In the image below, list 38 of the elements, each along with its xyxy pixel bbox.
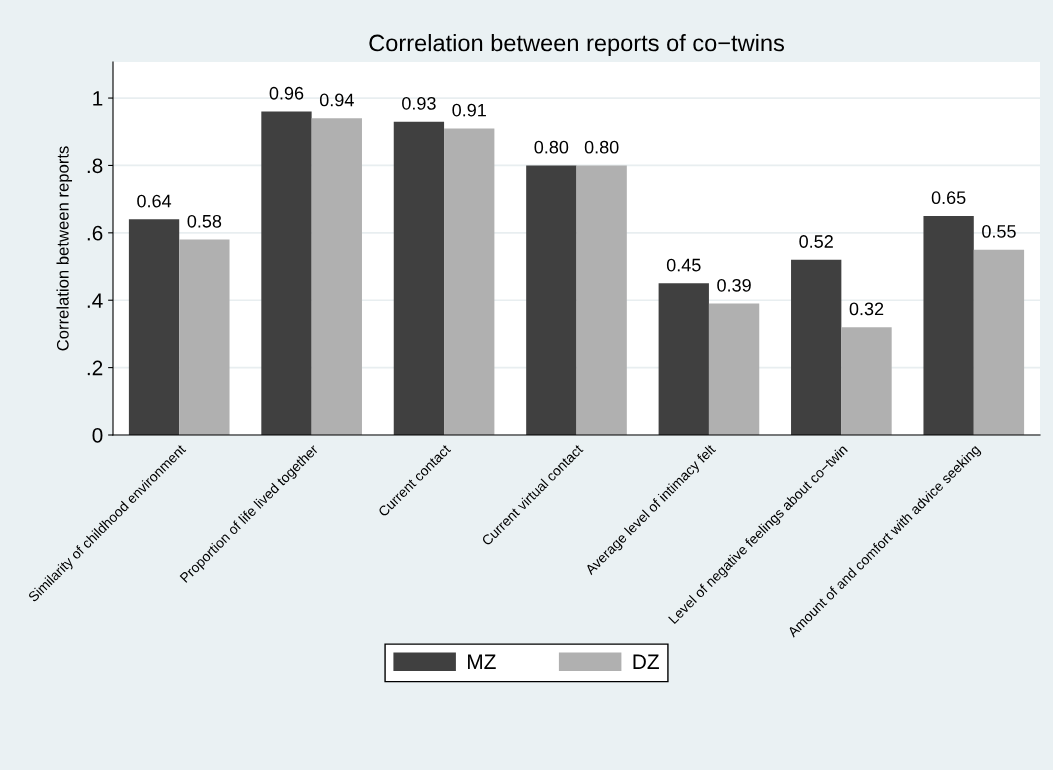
y-tick-label: .4: [87, 293, 103, 308]
bar: [393, 121, 445, 435]
data-label: 0.91: [452, 103, 486, 117]
y-tick-label: 0: [92, 428, 103, 443]
bar: [526, 165, 577, 435]
y-tick-label: 1: [93, 91, 103, 106]
bar: [444, 128, 495, 435]
data-label: 0.96: [269, 86, 304, 100]
data-label: 0.55: [982, 224, 1016, 238]
bar: [841, 327, 892, 435]
bar: [791, 259, 842, 435]
bar: [128, 219, 180, 435]
data-label: 0.58: [187, 214, 222, 228]
data-label: 0.80: [534, 140, 569, 154]
bar: [973, 249, 1025, 435]
bar: [658, 283, 709, 435]
legend-label: DZ: [633, 654, 659, 669]
y-axis-title: Correlation between reports: [56, 146, 73, 351]
bar: [708, 303, 760, 435]
data-label: 0.52: [799, 235, 833, 248]
bar: [576, 165, 627, 435]
data-label: 0.80: [584, 140, 619, 154]
y-tick-label: .2: [87, 360, 103, 376]
data-label: 0.64: [137, 194, 172, 208]
chart-title: Correlation between reports of co−twins: [369, 34, 784, 56]
data-label: 0.94: [319, 93, 354, 107]
y-tick-label: .8: [87, 158, 103, 174]
bar: [923, 215, 974, 435]
data-label: 0.45: [666, 258, 701, 272]
bar: [179, 239, 230, 435]
data-label: 0.39: [717, 278, 751, 292]
legend-label: MZ: [468, 654, 496, 669]
data-label: 0.65: [931, 191, 966, 205]
y-tick-label: .6: [87, 225, 103, 241]
bar: [311, 118, 362, 435]
data-label: 0.93: [402, 96, 436, 110]
bar: [261, 111, 312, 435]
data-label: 0.32: [849, 302, 884, 316]
